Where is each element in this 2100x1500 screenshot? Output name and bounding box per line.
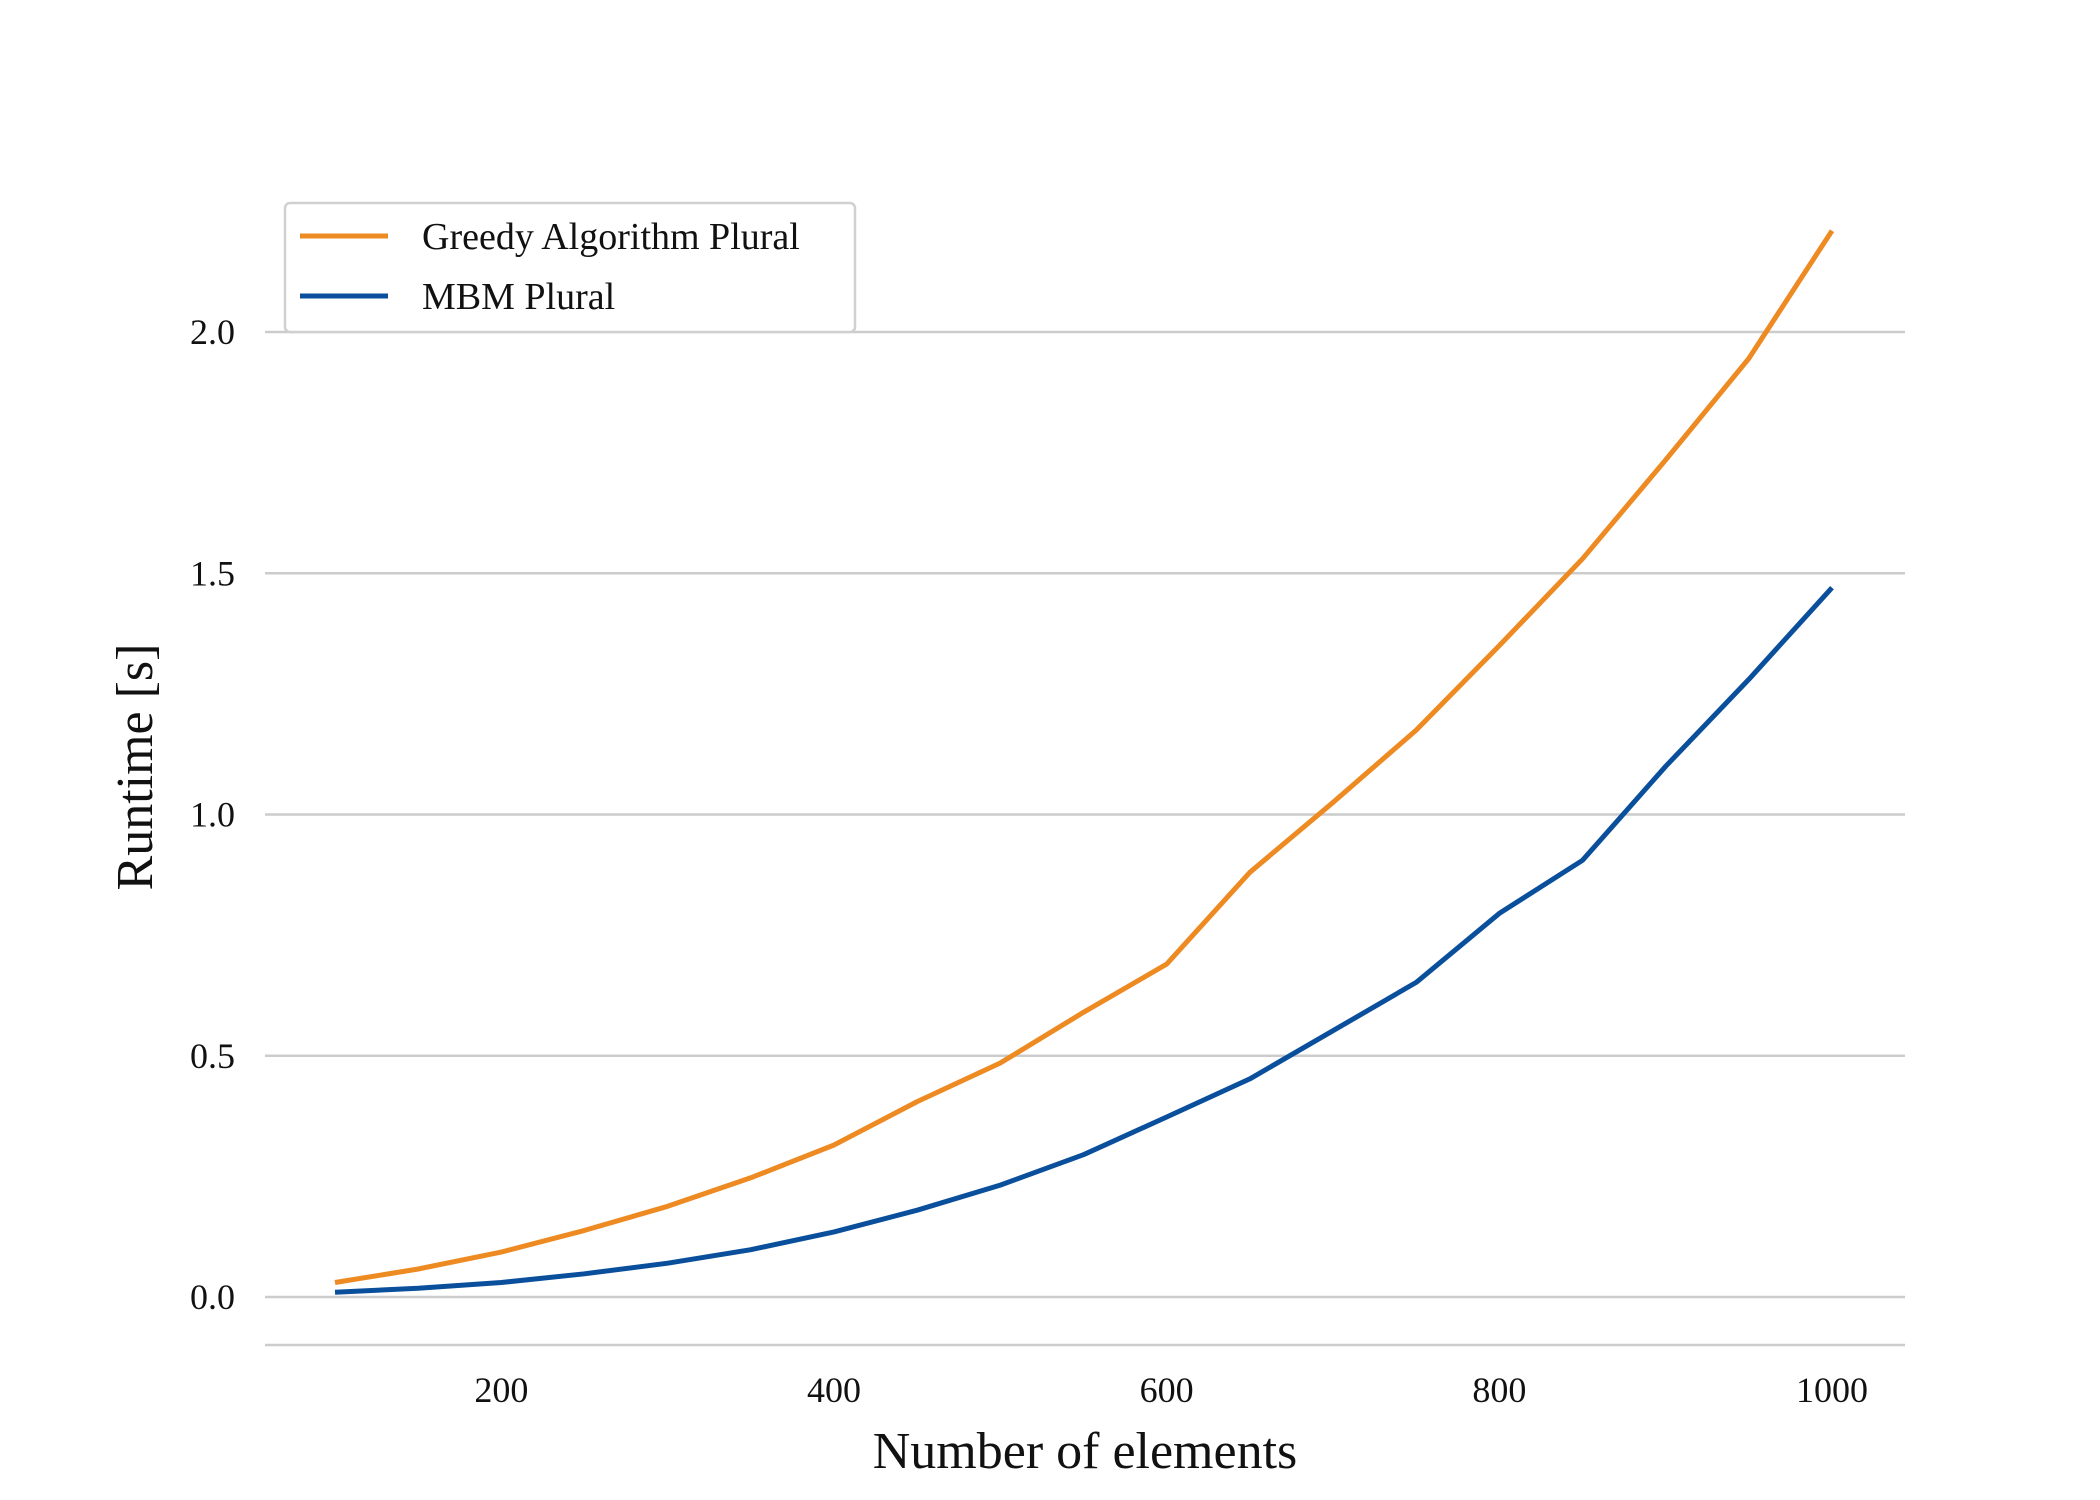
y-tick-label: 2.0 [190, 312, 235, 352]
x-tick-label: 400 [807, 1370, 861, 1410]
legend-box [283, 201, 857, 334]
legend-label: MBM Plural [422, 276, 615, 318]
legend: Greedy Algorithm Plural MBM Plural [283, 201, 857, 334]
y-tick-label: 1.0 [190, 795, 235, 835]
y-tick-label: 1.5 [190, 553, 235, 593]
x-tick-label: 600 [1140, 1370, 1194, 1410]
x-tick-label: 200 [474, 1370, 528, 1410]
x-axis-title: Number of elements [873, 1423, 1298, 1480]
y-axis-title: Runtime [s] [107, 644, 164, 891]
series-line-mbm-plural [334, 586, 1834, 1295]
y-tick-label: 0.5 [190, 1036, 235, 1076]
x-tick-labels: 200 400 600 800 1000 [474, 1370, 1868, 1410]
series-line-greedy-algorithm-plural [334, 229, 1835, 1285]
legend-label: Greedy Algorithm Plural [422, 216, 800, 258]
x-tick-label: 800 [1472, 1370, 1526, 1410]
x-tick-label: 1000 [1796, 1370, 1868, 1410]
y-tick-labels: 0.0 0.5 1.0 1.5 2.0 [190, 312, 235, 1317]
y-tick-label: 0.0 [190, 1277, 235, 1317]
series-lines [334, 229, 1835, 1295]
